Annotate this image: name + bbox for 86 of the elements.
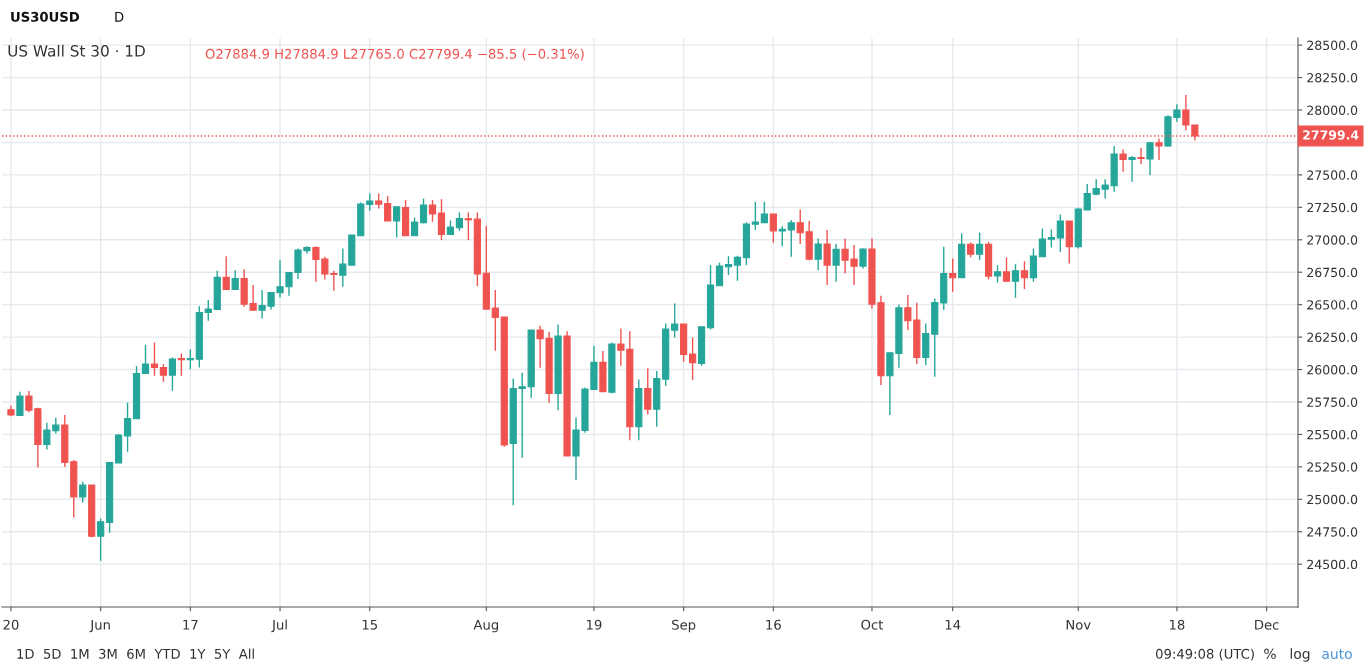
candlestick bbox=[823, 229, 831, 286]
y-tick-label: 28500.0 bbox=[1307, 40, 1358, 51]
candlestick bbox=[814, 237, 822, 271]
candlestick bbox=[97, 517, 105, 562]
y-tick-label: 28000.0 bbox=[1307, 105, 1358, 115]
y-tick-label: 24500.0 bbox=[1307, 559, 1358, 570]
candlestick bbox=[949, 257, 957, 293]
candlestick bbox=[204, 299, 212, 322]
candlestick bbox=[141, 344, 150, 375]
x-tick-label: Jul bbox=[271, 619, 287, 633]
candlestick bbox=[428, 199, 437, 223]
x-tick-label: Jun bbox=[89, 619, 110, 633]
candlestick bbox=[491, 289, 499, 352]
y-tick-label: 26000.0 bbox=[1307, 365, 1358, 375]
candlestick bbox=[1029, 247, 1038, 283]
candlestick bbox=[1146, 141, 1154, 176]
x-tick-label: 16 bbox=[766, 619, 781, 630]
candlestick bbox=[419, 197, 428, 225]
candlestick bbox=[437, 198, 446, 241]
candlestick bbox=[1038, 227, 1046, 258]
text: US30USD bbox=[11, 11, 80, 22]
text: 09:49:08 (UTC) bbox=[1155, 648, 1254, 661]
candlestick bbox=[1047, 228, 1055, 249]
x-tick-label: Dec bbox=[1255, 619, 1279, 630]
candlestick bbox=[410, 216, 419, 237]
y-tick-label: 25500.0 bbox=[1307, 429, 1358, 440]
x-tick-label: 15 bbox=[362, 619, 377, 630]
candlestick bbox=[1128, 155, 1136, 183]
text: D bbox=[115, 12, 124, 22]
candlestick bbox=[384, 195, 392, 222]
y-tick-label: 28250.0 bbox=[1307, 73, 1358, 83]
y-tick-label: 27000.0 bbox=[1307, 235, 1358, 245]
candlestick bbox=[751, 201, 759, 231]
y-tick-label: 25250.0 bbox=[1307, 462, 1358, 472]
candlestick bbox=[671, 302, 679, 339]
candlestick bbox=[733, 255, 742, 282]
candlestick bbox=[976, 231, 984, 261]
candlestick bbox=[832, 243, 840, 283]
candlestick bbox=[79, 481, 87, 504]
candlestick bbox=[859, 247, 867, 270]
annotation: O27884.9 H27884.9 L27765.0 C27799.4 −85.5 (−0.31%) bbox=[205, 48, 584, 61]
y-tick-label: 25000.0 bbox=[1307, 494, 1358, 505]
x-tick-label: 14 bbox=[945, 619, 961, 630]
y-tick-label: 24750.0 bbox=[1307, 527, 1358, 537]
candlestick bbox=[393, 206, 401, 239]
candlestick bbox=[16, 391, 24, 417]
candlestick bbox=[787, 219, 795, 258]
candlestick bbox=[168, 356, 177, 392]
candlestick bbox=[455, 211, 464, 232]
candlestick bbox=[464, 211, 472, 241]
x-tick-label: Oct bbox=[861, 619, 884, 630]
y-tick-label: 27500.0 bbox=[1307, 170, 1358, 180]
y-tick-label: 26500.0 bbox=[1307, 300, 1358, 310]
candlestick bbox=[644, 367, 652, 416]
candlestick bbox=[150, 341, 159, 377]
text: auto bbox=[1322, 649, 1352, 660]
candlestick bbox=[769, 213, 777, 244]
text: 1D 5D 1M 3M 6M YTD 1Y 5Y All bbox=[17, 648, 254, 659]
candlestick bbox=[123, 402, 132, 453]
candlestick bbox=[222, 255, 230, 291]
candlestick bbox=[1020, 260, 1029, 290]
candlestick bbox=[1119, 148, 1127, 173]
candlestick bbox=[1137, 147, 1145, 165]
x-tick-label: 17 bbox=[183, 619, 198, 630]
y-tick-label: 26750.0 bbox=[1307, 267, 1358, 278]
y-tick-label: 27250.0 bbox=[1307, 202, 1358, 213]
candlestick bbox=[688, 336, 697, 381]
text: % bbox=[1264, 648, 1276, 660]
candlestick bbox=[715, 262, 724, 287]
x-tick-label: Aug bbox=[473, 619, 498, 633]
y-tick-label: 25750.0 bbox=[1307, 397, 1358, 407]
candlestick bbox=[231, 269, 239, 291]
chart-title: US Wall St 30 · 1D bbox=[8, 44, 145, 57]
candlestick bbox=[1083, 183, 1091, 211]
x-tick-label: Nov bbox=[1066, 619, 1091, 630]
x-tick-label: 19 bbox=[587, 619, 602, 630]
candlestick bbox=[1002, 256, 1011, 283]
text: log bbox=[1290, 648, 1310, 662]
y-tick-label: 26250.0 bbox=[1307, 332, 1358, 343]
x-tick-label: Sep bbox=[672, 619, 696, 633]
x-tick-label: 18 bbox=[1169, 619, 1185, 630]
candlestick bbox=[760, 201, 768, 224]
ref-line-label: 27799.4 bbox=[1303, 130, 1359, 140]
candlestick bbox=[1011, 263, 1020, 299]
candlestick bbox=[1056, 213, 1064, 253]
x-tick-label: 20 bbox=[3, 619, 19, 630]
